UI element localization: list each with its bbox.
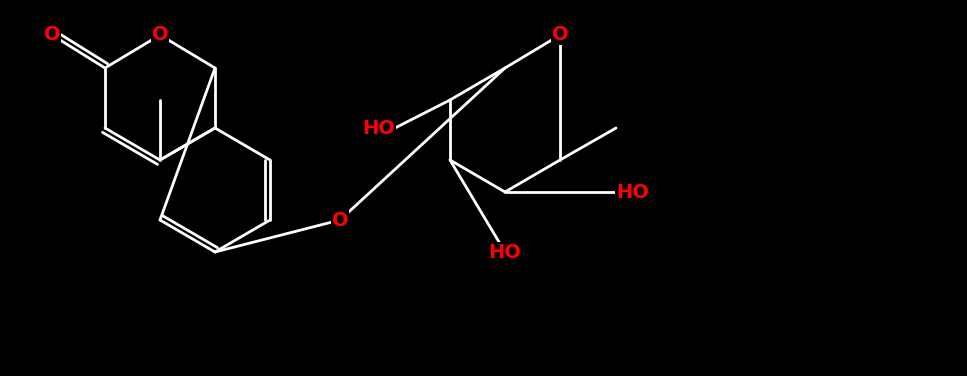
Text: O: O	[332, 211, 348, 229]
Text: HO: HO	[362, 118, 395, 138]
Text: HO: HO	[616, 182, 649, 202]
Text: O: O	[44, 26, 60, 44]
Text: HO: HO	[488, 243, 521, 261]
Text: O: O	[552, 26, 569, 44]
Text: O: O	[152, 26, 168, 44]
